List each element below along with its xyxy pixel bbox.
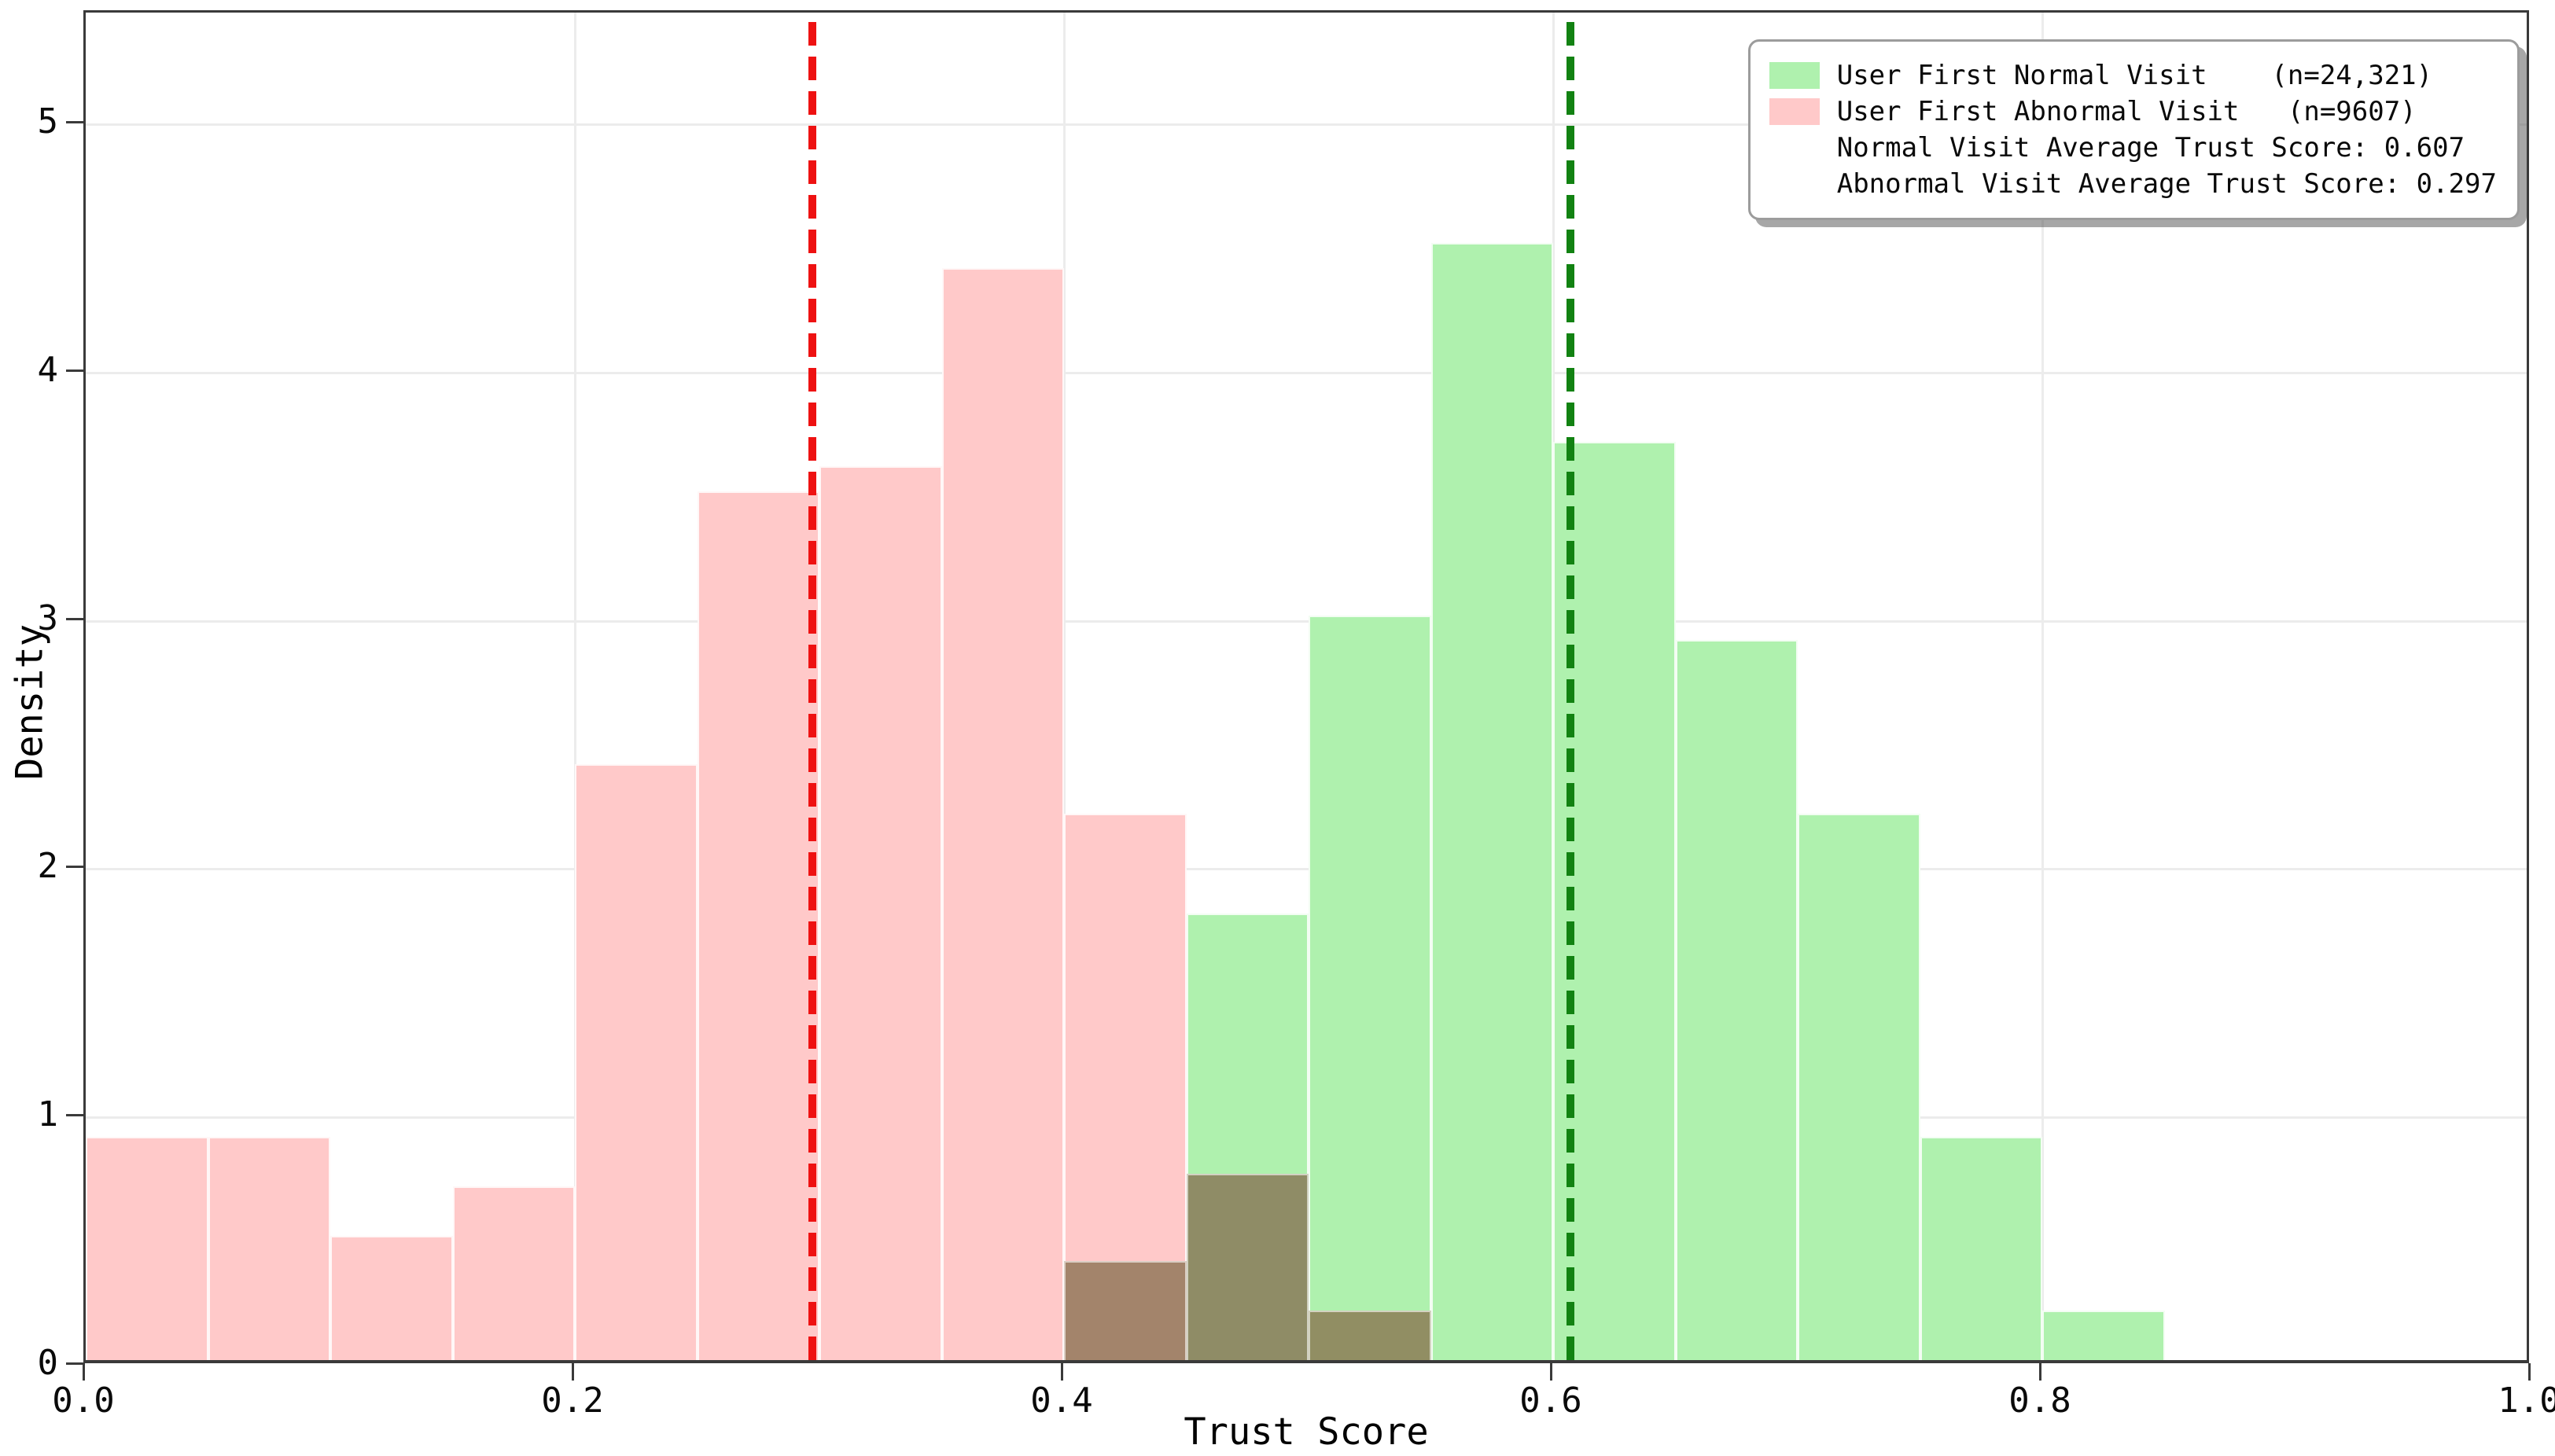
- y-gridline: [86, 620, 2527, 623]
- legend-item: User First Normal Visit (n=24,321): [1769, 57, 2497, 94]
- y-tick-label: 4: [37, 349, 59, 390]
- histogram-bar-green: [1920, 1136, 2042, 1360]
- abnormal-average-vline: [808, 13, 816, 1360]
- x-gridline: [1063, 13, 1066, 1360]
- x-tick: [1550, 1363, 1552, 1381]
- histogram-bar-pink: [941, 267, 1064, 1360]
- histogram-bar-pink: [86, 1136, 208, 1360]
- x-axis-label: Trust Score: [1184, 1410, 1429, 1454]
- legend-item: Abnormal Visit Average Trust Score: 0.29…: [1769, 166, 2497, 202]
- y-gridline: [86, 371, 2527, 374]
- x-tick-label: 0.6: [1519, 1381, 1582, 1421]
- x-tick-label: 1.0: [2498, 1381, 2555, 1421]
- y-tick-label: 5: [37, 101, 59, 142]
- legend-dashed-line-swatch: [1769, 171, 1820, 197]
- histogram-bar-pink: [208, 1136, 330, 1360]
- x-gridline: [2041, 13, 2044, 1360]
- histogram-bar-pink: [575, 764, 698, 1360]
- x-tick: [572, 1363, 574, 1381]
- legend-label: Normal Visit Average Trust Score: 0.607: [1836, 132, 2465, 164]
- legend-item: Normal Visit Average Trust Score: 0.607: [1769, 130, 2497, 166]
- y-tick-label: 3: [37, 597, 59, 638]
- x-tick-label: 0.4: [1030, 1381, 1093, 1421]
- x-tick: [83, 1363, 85, 1381]
- plot-area: [83, 10, 2529, 1363]
- legend-label: User First Normal Visit (n=24,321): [1836, 60, 2433, 91]
- y-tick-label: 0: [37, 1343, 59, 1383]
- y-gridline: [86, 123, 2527, 127]
- histogram-bar-green: [1798, 814, 1920, 1360]
- histogram-bar-pink: [330, 1236, 453, 1360]
- x-gridline: [574, 13, 576, 1360]
- histogram-bar-green: [1309, 615, 1431, 1360]
- y-tick: [66, 369, 83, 372]
- histogram-bar-green: [2042, 1310, 2165, 1360]
- x-tick: [1061, 1363, 1063, 1381]
- x-tick-label: 0.0: [52, 1381, 115, 1421]
- legend-color-swatch: [1769, 98, 1820, 125]
- y-tick: [66, 1362, 83, 1365]
- legend: User First Normal Visit (n=24,321) User F…: [1747, 39, 2520, 220]
- y-tick-label: 1: [37, 1094, 59, 1135]
- y-tick-label: 2: [37, 846, 59, 887]
- histogram-bar-green: [1675, 640, 1798, 1360]
- x-tick: [2039, 1363, 2041, 1381]
- legend-item: User First Abnormal Visit (n=9607): [1769, 94, 2497, 130]
- histogram-bar-overlap: [1186, 1174, 1309, 1360]
- x-tick-label: 0.8: [2008, 1381, 2071, 1421]
- normal-average-vline: [1566, 13, 1574, 1360]
- histogram-bar-pink: [697, 491, 819, 1360]
- y-tick: [66, 1114, 83, 1117]
- histogram-bar-green: [1430, 243, 1553, 1360]
- histogram-bar-overlap: [1309, 1310, 1431, 1360]
- histogram-bar-overlap: [1064, 1260, 1187, 1360]
- y-tick: [66, 121, 83, 124]
- y-tick: [66, 866, 83, 869]
- x-tick-label: 0.2: [541, 1381, 604, 1421]
- legend-label: Abnormal Visit Average Trust Score: 0.29…: [1836, 168, 2497, 200]
- y-axis-label: Density: [8, 623, 52, 781]
- legend-label: User First Abnormal Visit (n=9607): [1836, 96, 2417, 127]
- y-gridline: [86, 868, 2527, 871]
- histogram-bar-pink: [452, 1186, 575, 1360]
- x-tick: [2528, 1363, 2531, 1381]
- y-tick: [66, 617, 83, 620]
- histogram-bar-pink: [819, 466, 942, 1360]
- legend-dashed-line-swatch: [1769, 134, 1820, 161]
- legend-color-swatch: [1769, 62, 1820, 89]
